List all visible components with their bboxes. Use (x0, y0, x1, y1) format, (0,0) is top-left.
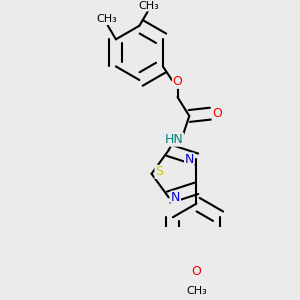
Text: S: S (155, 165, 163, 178)
Text: HN: HN (165, 133, 183, 146)
Text: N: N (171, 191, 180, 204)
Text: O: O (191, 265, 201, 278)
Text: CH₃: CH₃ (96, 14, 117, 24)
Text: N: N (184, 153, 194, 166)
Text: CH₃: CH₃ (138, 1, 159, 11)
Text: O: O (212, 107, 222, 120)
Text: O: O (172, 75, 182, 88)
Text: CH₃: CH₃ (186, 286, 207, 296)
